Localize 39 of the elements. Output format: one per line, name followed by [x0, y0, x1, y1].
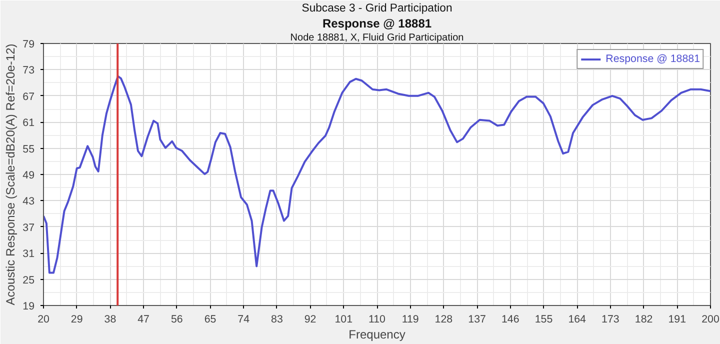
x-tick-label: 29: [70, 314, 83, 326]
y-tick-label: 67: [22, 90, 35, 103]
chart-title: Subcase 3 - Grid Participation: [302, 2, 452, 14]
x-tick-label: 155: [534, 314, 553, 326]
chart-subtitle: Response @ 18881: [322, 16, 432, 30]
y-tick-label: 31: [22, 248, 35, 260]
x-tick-label: 110: [368, 314, 386, 326]
y-tick-label: 61: [22, 117, 35, 130]
x-tick-label: 38: [104, 314, 116, 326]
y-tick-label: 25: [22, 274, 35, 286]
x-axis-title: Frequency: [348, 328, 406, 342]
x-tick-label: 119: [402, 314, 419, 326]
x-tick-label: 47: [138, 314, 150, 326]
y-axis-title: Acoustic Response (Scale=dB20(A) Ref=20e-12): [4, 44, 18, 306]
x-tick-label: 92: [304, 314, 316, 326]
x-tick-label: 173: [602, 314, 620, 326]
line-series: [44, 75, 710, 274]
x-tick-label: 128: [434, 314, 453, 326]
x-tick-label: 164: [568, 314, 586, 326]
x-tick-label: 56: [170, 314, 183, 326]
y-tick-label: 19: [22, 300, 35, 312]
annotation: Node 18881, X, Fluid Grid Participation: [290, 32, 464, 44]
legend-label: Response @ 18881: [606, 53, 700, 65]
x-tick-label: 200: [702, 314, 720, 326]
y-tick-label: 37: [22, 222, 35, 234]
x-tick-label: 65: [204, 314, 216, 326]
x-tick-label: 74: [238, 314, 250, 326]
y-tick-label: 49: [22, 170, 35, 182]
x-tick-label: 146: [502, 314, 520, 326]
y-tick-label: 73: [22, 64, 35, 77]
y-tick-label: 43: [22, 196, 35, 208]
x-tick-label: 83: [271, 314, 283, 326]
x-tick-label: 182: [634, 314, 653, 326]
x-tick-label: 20: [38, 314, 50, 326]
y-tick-label: 79: [22, 38, 35, 50]
x-tick-label: 101: [334, 314, 353, 326]
y-tick-label: 55: [22, 143, 35, 156]
x-tick-label: 137: [468, 314, 486, 326]
x-tick-label: 191: [668, 314, 686, 326]
